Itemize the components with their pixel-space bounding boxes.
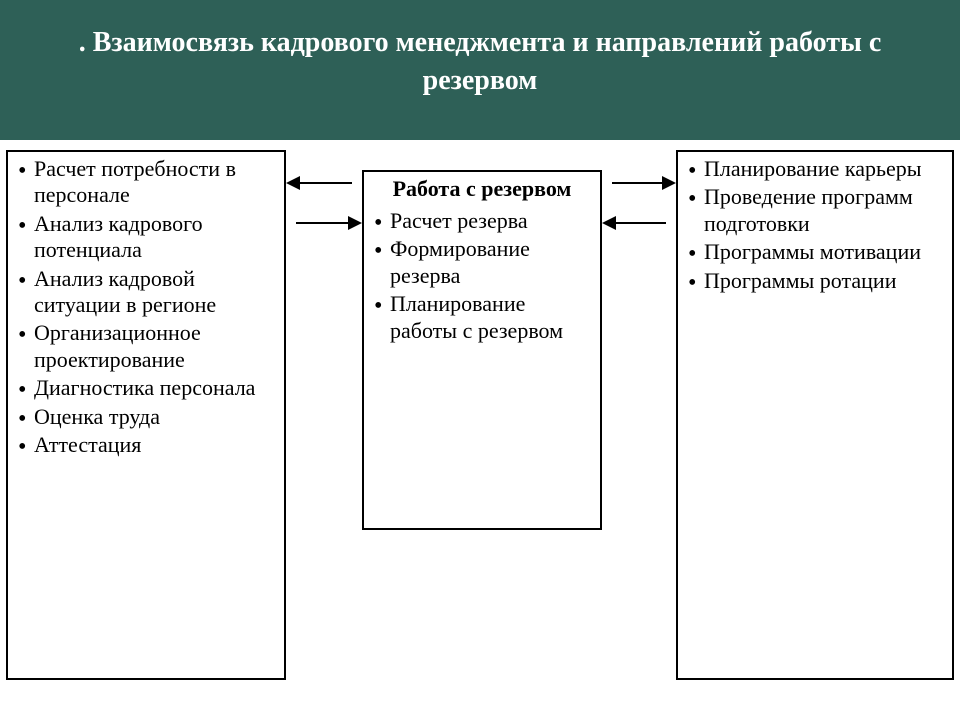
list-item: Программы ротации xyxy=(686,268,944,294)
list-item: Анализ кадровой ситуации в регионе xyxy=(16,266,276,319)
list-item: Планирование карьеры xyxy=(686,156,944,182)
list-item: Оценка труда xyxy=(16,404,276,430)
right-box-list: Планирование карьерыПроведение программ … xyxy=(678,152,952,306)
list-item: Расчет резерва xyxy=(372,208,592,234)
slide-title: . Взаимосвязь кадрового менеджмента и на… xyxy=(40,24,920,100)
center-box: Работа с резервом Расчет резерваФормиров… xyxy=(362,170,602,530)
left-box: Расчет потребности в персоналеАнализ кад… xyxy=(6,150,286,680)
list-item: Планирование работы с резервом xyxy=(372,291,592,344)
slide-header: . Взаимосвязь кадрового менеджмента и на… xyxy=(0,0,960,140)
list-item: Проведение программ подготовки xyxy=(686,184,944,237)
list-item: Расчет потребности в персонале xyxy=(16,156,276,209)
list-item: Диагностика персонала xyxy=(16,375,276,401)
list-item: Программы мотивации xyxy=(686,239,944,265)
center-box-title: Работа с резервом xyxy=(364,172,600,204)
diagram-area: Расчет потребности в персоналеАнализ кад… xyxy=(0,140,960,720)
list-item: Организационное проектирование xyxy=(16,320,276,373)
list-item: Анализ кадрового потенциала xyxy=(16,211,276,264)
left-box-list: Расчет потребности в персоналеАнализ кад… xyxy=(8,152,284,470)
right-box: Планирование карьерыПроведение программ … xyxy=(676,150,954,680)
list-item: Формирование резерва xyxy=(372,236,592,289)
list-item: Аттестация xyxy=(16,432,276,458)
center-box-list: Расчет резерваФормирование резерваПланир… xyxy=(364,204,600,356)
